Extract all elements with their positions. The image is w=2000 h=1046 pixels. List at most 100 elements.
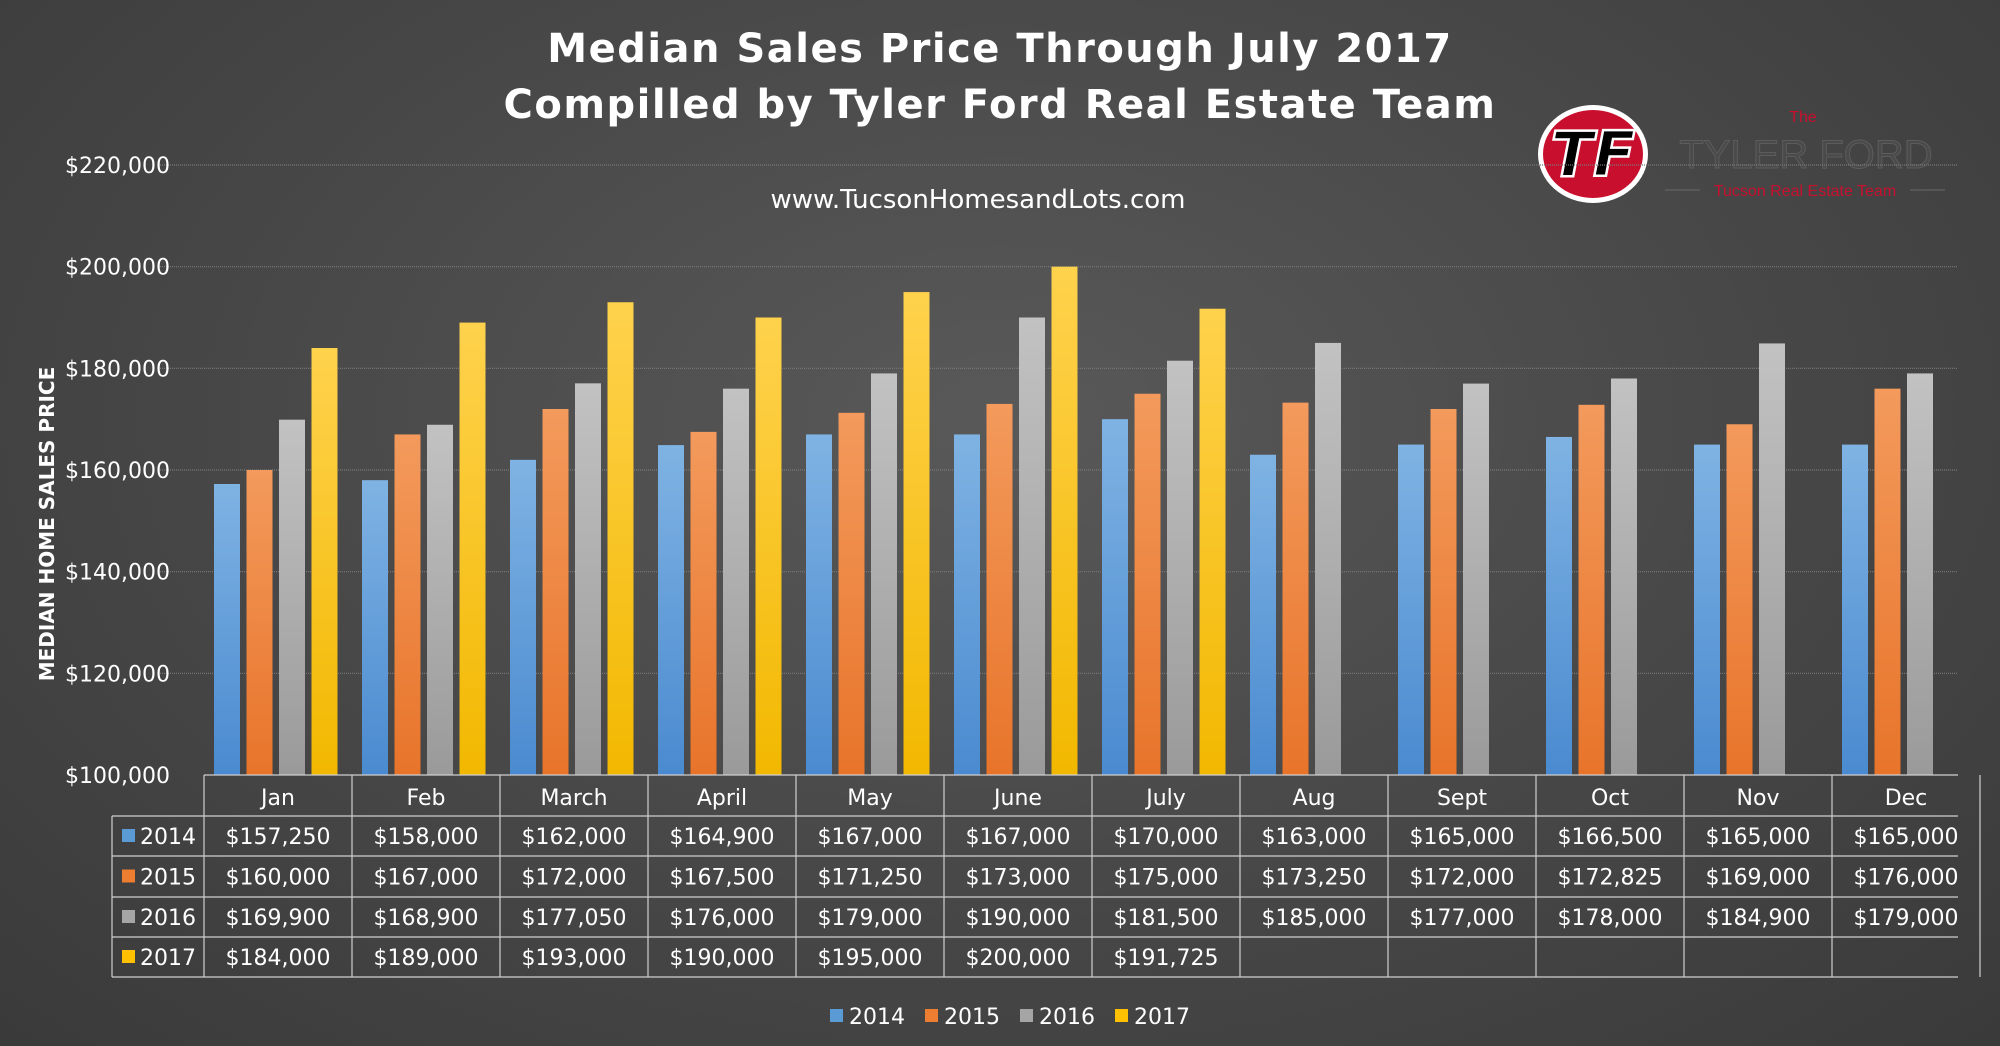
data-label: $169,000 [1706,866,1811,891]
bar-2016-march [575,383,601,775]
bar-2015-jan [246,470,273,775]
y-tick-label: $200,000 [65,256,170,281]
data-label: $168,900 [374,906,479,931]
data-label: $164,900 [670,825,775,850]
data-label: $178,000 [1558,906,1663,931]
y-tick-label: $120,000 [65,662,170,687]
data-label: $193,000 [522,946,627,971]
bar-2014-june [954,434,980,775]
bar-2014-aug [1250,454,1276,775]
data-label: $195,000 [818,946,923,971]
table-series-label: 2016 [140,906,196,931]
data-label: $190,000 [966,906,1071,931]
data-label: $163,000 [1262,825,1367,850]
data-label: $175,000 [1114,866,1219,891]
chart-subtitle: Compilled by Tyler Ford Real Estate Team [504,82,1497,128]
bar-2017-april [755,317,782,775]
website-url[interactable]: www.TucsonHomesandLots.com [770,185,1185,215]
x-tick-label: Aug [1293,786,1336,811]
bar-2015-nov [1726,424,1753,775]
legend-swatch-2017 [1115,1009,1128,1022]
bar-2017-june [1051,266,1078,775]
table-swatch-2017 [122,950,135,963]
data-label: $184,900 [1706,906,1811,931]
data-label: $177,050 [522,906,627,931]
bar-2016-july [1167,360,1193,775]
logo-the: The [1789,109,1817,126]
data-table: Jan Feb March April May June July Aug Sept Oct Nov… [111,774,1981,978]
data-label: $160,000 [226,866,331,891]
data-label: $184,000 [226,946,331,971]
bar-2016-may [871,373,897,775]
y-axis-ticks: $100,000 $120,000 $140,000 $160,000 $180,000… [65,154,170,789]
x-tick-label: March [540,786,607,811]
chart-title: Median Sales Price Through July 2017 [547,26,1452,72]
x-tick-label: Oct [1591,786,1629,811]
bar-2016-dec [1907,373,1933,775]
data-label: $165,000 [1410,825,1515,850]
data-label: $181,500 [1114,906,1219,931]
data-label: $173,000 [966,866,1071,891]
legend-swatch-2016 [1020,1009,1033,1022]
data-label: $190,000 [670,946,775,971]
table-series-label: 2017 [140,946,196,971]
data-label: $172,000 [522,866,627,891]
bar-2016-feb [427,424,453,775]
x-tick-label: June [992,786,1042,811]
bars [214,266,1933,775]
bar-2014-oct [1546,436,1572,775]
legend-label: 2016 [1039,1005,1095,1030]
table-series-label: 2015 [140,866,196,891]
x-tick-label: Nov [1737,786,1780,811]
bar-2017-july [1199,308,1226,775]
logo-circle-inner [1543,110,1643,198]
legend: 2014 2015 2016 2017 [830,1005,1190,1030]
x-tick-label: Sept [1437,786,1487,811]
bar-2015-april [690,431,717,775]
bar-2017-feb [459,322,486,775]
bar-2014-dec [1842,444,1868,775]
bar-2015-sept [1430,409,1457,775]
bar-2014-feb [362,480,388,775]
table-swatch-2014 [122,829,135,842]
data-label: $179,000 [818,906,923,931]
bar-2015-june [986,403,1013,775]
legend-label: 2015 [944,1005,1000,1030]
data-label: $177,000 [1410,906,1515,931]
x-tick-label: April [697,786,747,811]
y-axis-label: MEDIAN HOME SALES PRICE [35,367,59,682]
data-label: $166,500 [1558,825,1663,850]
data-label: $200,000 [966,946,1071,971]
data-label: $176,000 [1854,866,1959,891]
bar-2015-aug [1282,402,1309,775]
data-label: $170,000 [1114,825,1219,850]
data-label: $176,000 [670,906,775,931]
logo-name: TYLER FORD [1679,133,1932,177]
x-tick-label: Jan [259,786,295,811]
data-label: $179,000 [1854,906,1959,931]
data-label: $191,725 [1114,946,1219,971]
bar-2015-may [838,412,865,775]
legend-label: 2017 [1134,1005,1190,1030]
data-label: $165,000 [1706,825,1811,850]
bar-2015-feb [394,434,421,775]
y-tick-label: $140,000 [65,561,170,586]
bar-2017-may [903,292,930,775]
bar-2017-march [607,302,634,775]
bar-2014-april [658,445,684,775]
bar-2016-sept [1463,383,1489,775]
x-tick-label: July [1144,786,1186,811]
data-label: $189,000 [374,946,479,971]
data-label: $167,000 [818,825,923,850]
bar-2015-march [542,409,569,775]
x-tick-label: May [847,786,892,811]
y-tick-label: $220,000 [65,154,170,179]
table-swatch-2015 [122,869,135,883]
data-label: $173,250 [1262,866,1367,891]
data-label: $172,825 [1558,866,1663,891]
bar-2014-march [510,459,536,775]
bar-2016-jan [279,419,305,775]
bar-2016-aug [1315,342,1341,775]
legend-label: 2014 [849,1005,905,1030]
table-series-label: 2014 [140,825,196,850]
